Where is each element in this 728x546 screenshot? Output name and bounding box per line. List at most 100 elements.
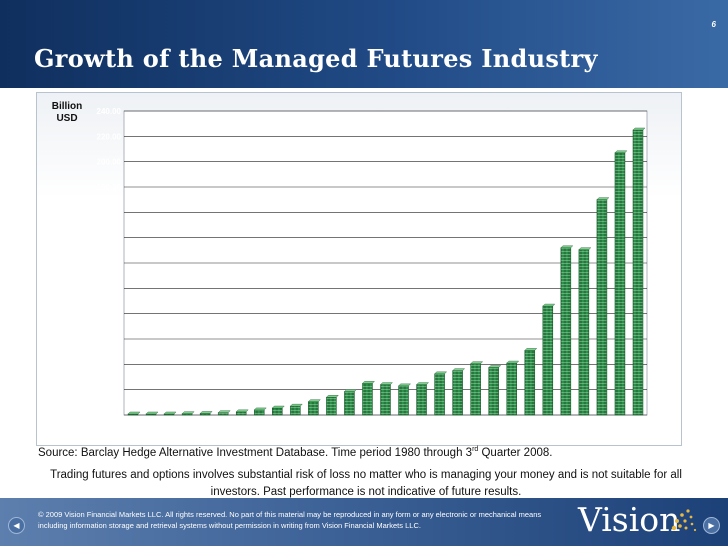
x-tick-label: 1980 [126, 421, 141, 428]
bar-top [289, 403, 303, 407]
bar [217, 412, 229, 416]
y-tick-label: 220.00 [97, 132, 122, 141]
bar [542, 305, 554, 416]
bar [235, 411, 247, 416]
bar-top [145, 411, 159, 415]
copyright-notice: © 2009 Vision Financial Markets LLC. All… [38, 510, 542, 530]
bar-top [380, 382, 393, 385]
risk-disclaimer: Trading futures and options involves sub… [50, 469, 682, 498]
y-tick-label: 180.00 [97, 183, 122, 192]
bar-top [325, 395, 339, 398]
bar-top [181, 411, 195, 414]
bar-top [362, 381, 375, 384]
x-tick-label: 1984 [198, 421, 213, 428]
bar [470, 363, 481, 416]
bar [199, 413, 211, 416]
source-prefix: Source: Barclay Hedge Alternative Invest… [38, 446, 473, 459]
bar [596, 199, 608, 416]
bar [560, 247, 572, 416]
bar [362, 383, 373, 416]
previous-slide-button[interactable]: ◀ [8, 517, 25, 534]
bar-top [596, 197, 610, 200]
y-tick-label: 0.00 [105, 411, 121, 420]
bar-top [416, 382, 430, 385]
bar-top [434, 371, 448, 375]
bar [326, 396, 337, 416]
bar [632, 129, 644, 416]
bar-top [235, 409, 249, 413]
bar-top [506, 360, 520, 364]
x-tick-label: 1988 [270, 421, 285, 428]
bar-top [614, 150, 628, 153]
header-bar [0, 0, 728, 88]
x-tick-label: 2002 [523, 421, 538, 428]
y-tick-label: 60.00 [101, 335, 122, 344]
y-tick-label: 240.00 [97, 107, 122, 116]
bar-top [488, 365, 502, 368]
bar-top [253, 407, 267, 411]
source-suffix: Quarter 2008. [478, 446, 553, 459]
chart-panel: 0.00 20.00 40.00 60.00 80.00 100.00 120.00 140.… [36, 92, 682, 446]
x-tick-sublabel: (3rd Q) [628, 432, 648, 438]
bar-top [217, 410, 231, 413]
vision-logo-text: Vision [578, 500, 681, 539]
y-tick-label: 80.00 [101, 310, 122, 319]
x-tick-label: 1986 [234, 421, 249, 428]
x-tick-label: 1998 [450, 421, 465, 428]
bar [416, 384, 427, 416]
bar [272, 407, 283, 416]
bar-top [163, 411, 177, 415]
bar-top [271, 405, 285, 409]
bar [578, 249, 590, 416]
y-tick-label: 20.00 [101, 386, 122, 395]
y-tick-label: 120.00 [97, 259, 122, 268]
bar [308, 401, 319, 416]
x-tick-label: 1982 [162, 421, 177, 428]
bar [614, 152, 626, 416]
next-slide-button[interactable]: ▶ [703, 517, 720, 534]
bar-top [560, 245, 574, 249]
y-tick-label: 160.00 [97, 208, 122, 217]
bar-top [127, 411, 141, 415]
source-superscript: rd [472, 446, 479, 453]
y-tick-label: 140.00 [97, 234, 122, 243]
x-tick-label: 1992 [342, 421, 357, 428]
bar [506, 362, 518, 416]
y-axis-label: USD [56, 113, 77, 124]
bar [452, 370, 463, 416]
bar-top [470, 361, 484, 364]
bar [253, 409, 265, 416]
bar [524, 350, 536, 416]
x-tick-label: 2004 [559, 421, 574, 428]
slide-number: 6 [711, 20, 716, 29]
bar-top [199, 411, 213, 414]
x-tick-label: 2008 [631, 421, 646, 428]
bar [434, 373, 445, 416]
y-axis-label: Billion [52, 101, 83, 112]
y-tick-label: 100.00 [97, 284, 122, 293]
x-tick-label: 2000 [486, 421, 501, 428]
bar [398, 385, 409, 416]
bar [380, 384, 391, 416]
bar-top [452, 368, 466, 371]
bar-top [343, 389, 357, 392]
x-tick-label: 1990 [306, 421, 321, 428]
bar-top [632, 127, 646, 131]
bar [344, 391, 355, 416]
y-tick-label: 200.00 [97, 158, 122, 167]
source-note: Source: Barclay Hedge Alternative Invest… [38, 446, 552, 459]
bar [290, 405, 301, 416]
bar-chart: 0.00 20.00 40.00 60.00 80.00 100.00 120.00 140.… [52, 101, 648, 438]
slide-title: Growth of the Managed Futures Industry [34, 44, 598, 73]
bar-top [524, 348, 538, 351]
bar-top [398, 383, 411, 387]
bar [488, 367, 499, 416]
x-tick-label: 1994 [378, 421, 393, 428]
x-tick-label: 1996 [414, 421, 429, 428]
bar-top [542, 303, 556, 307]
footer-bar [0, 498, 728, 546]
sunburst-logo-icon [671, 509, 697, 532]
bar-top [307, 399, 321, 402]
y-tick-label: 40.00 [101, 360, 122, 369]
x-tick-label: 2006 [595, 421, 610, 428]
